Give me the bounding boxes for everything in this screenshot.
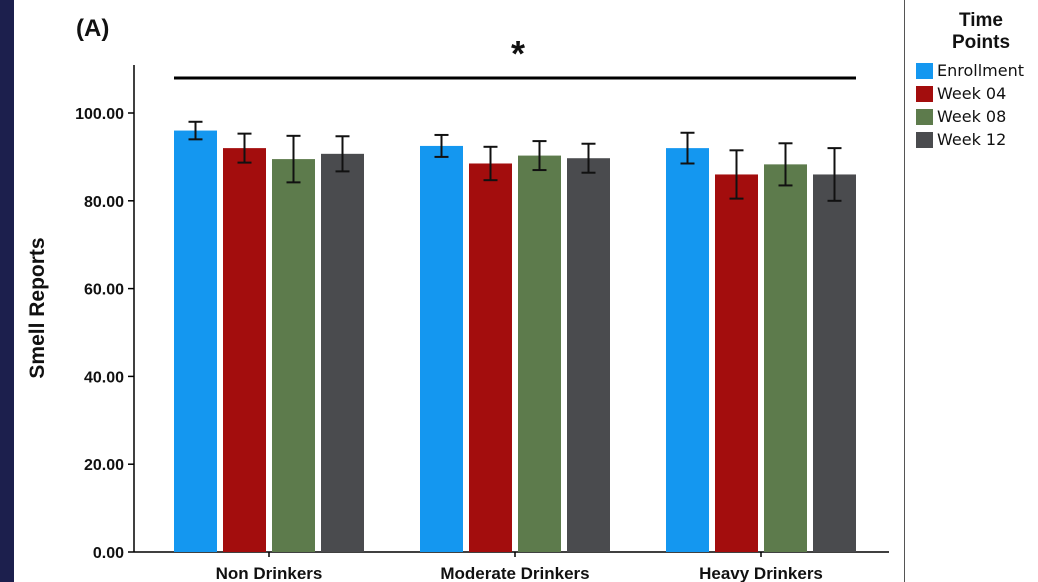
panel-label: (A) <box>76 15 109 42</box>
y-axis-label: Smell Reports <box>26 237 49 378</box>
bar <box>518 155 561 552</box>
y-tick-label: 60.00 <box>84 282 124 299</box>
legend-item: Enrollment <box>916 59 1038 82</box>
y-tick-label: 80.00 <box>84 194 124 211</box>
legend-items: Enrollment Week 04 Week 08 Week 12 <box>916 59 1038 151</box>
x-tick-label: Heavy Drinkers <box>699 564 823 582</box>
bar <box>666 148 709 552</box>
legend-title-line2: Points <box>951 32 1011 53</box>
legend-label: Enrollment <box>937 61 1024 80</box>
bar <box>321 153 364 552</box>
bar <box>715 174 758 552</box>
bar <box>764 164 807 552</box>
legend-title: Time Points <box>916 10 1038 54</box>
x-axis: Non Drinkers Moderate Drinkers Heavy Drink… <box>134 551 889 582</box>
legend-swatch <box>916 62 933 79</box>
bar <box>223 148 266 552</box>
significance-marker: * <box>511 33 525 74</box>
figure-panel: (A) * 0.00 20.00 40.00 60.00 80.00 100.00 Non… <box>14 0 1038 582</box>
y-tick-label: 0.00 <box>93 545 124 562</box>
bar <box>272 159 315 552</box>
legend-label: Week 12 <box>937 130 1007 149</box>
bar <box>813 174 856 552</box>
legend-title-line1: Time <box>958 10 1003 31</box>
legend-item: Week 04 <box>916 82 1038 105</box>
legend-label: Week 04 <box>937 84 1007 103</box>
legend: Time Points Enrollment Week 04 Week 08 Week… <box>916 10 1038 151</box>
bar <box>469 163 512 553</box>
y-tick-label: 20.00 <box>84 457 124 474</box>
y-tick-label: 100.00 <box>75 106 124 123</box>
legend-swatch <box>916 131 933 148</box>
legend-label: Week 08 <box>937 107 1007 126</box>
y-axis: 0.00 20.00 40.00 60.00 80.00 100.00 <box>75 65 135 562</box>
legend-item: Week 12 <box>916 128 1038 151</box>
y-tick-label: 40.00 <box>84 369 124 386</box>
bars-group <box>174 120 856 553</box>
bar <box>567 158 610 553</box>
bar-chart: (A) * 0.00 20.00 40.00 60.00 80.00 100.00 Non… <box>26 15 889 582</box>
x-tick-label: Moderate Drinkers <box>440 564 589 582</box>
bar <box>420 145 463 553</box>
panel-divider <box>904 0 905 582</box>
legend-swatch <box>916 108 933 125</box>
legend-swatch <box>916 85 933 102</box>
bar <box>174 130 217 552</box>
legend-item: Week 08 <box>916 105 1038 128</box>
x-tick-label: Non Drinkers <box>216 564 323 582</box>
